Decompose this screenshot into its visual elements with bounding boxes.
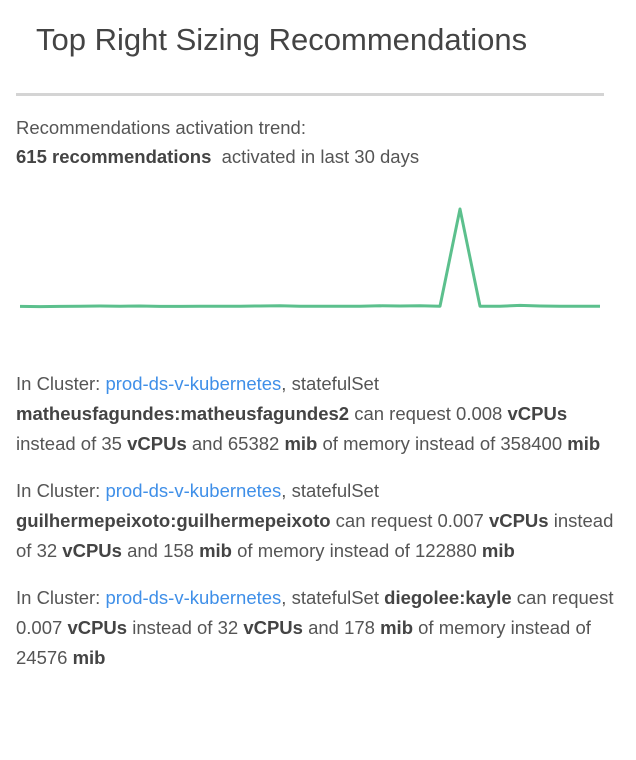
unit: vCPUs xyxy=(127,433,187,454)
rec-text: of memory instead of 24576 xyxy=(16,617,591,668)
rec-text: of memory instead of 122880 xyxy=(231,540,482,561)
rec-prefix: In Cluster: xyxy=(16,587,106,608)
unit: mib xyxy=(199,540,232,561)
unit: mib xyxy=(567,433,601,454)
page-title: Top Right Sizing Recommendations xyxy=(36,22,528,57)
unit: mib xyxy=(380,617,413,638)
rec-kind: , statefulSet xyxy=(281,373,379,394)
rec-text: and 178 xyxy=(302,617,381,638)
activation-trend-sparkline xyxy=(19,207,600,309)
rec-text: instead of 32 xyxy=(127,617,244,638)
unit: vCPUs xyxy=(488,510,549,531)
cluster-link[interactable]: prod-ds-v-kubernetes xyxy=(105,480,282,501)
divider xyxy=(16,93,604,96)
workload-name: guilhermepeixoto:guilhermepeixoto xyxy=(16,510,331,531)
cluster-link[interactable]: prod-ds-v-kubernetes xyxy=(105,373,282,394)
unit: mib xyxy=(481,540,515,561)
trend-suffix: activated in last 30 days xyxy=(221,146,420,167)
workload-name: diegolee:kayle xyxy=(384,587,512,608)
unit: vCPUs xyxy=(243,617,303,638)
recommendation-item: In Cluster: prod-ds-v-kubernetes, statef… xyxy=(16,476,628,566)
rec-text: and 65382 xyxy=(186,433,285,454)
rec-text: can request 0.007 xyxy=(16,587,614,638)
rec-text: of memory instead of 358400 xyxy=(317,433,568,454)
cluster-link[interactable]: prod-ds-v-kubernetes xyxy=(105,587,282,608)
trend-label: Recommendations activation trend: xyxy=(16,117,306,138)
unit: vCPUs xyxy=(62,540,122,561)
sparkline-series xyxy=(19,207,600,309)
rec-kind: , statefulSet xyxy=(281,587,385,608)
rec-kind: , statefulSet xyxy=(281,480,379,501)
recommendation-item: In Cluster: prod-ds-v-kubernetes, statef… xyxy=(16,583,628,673)
recommendation-item: In Cluster: prod-ds-v-kubernetes, statef… xyxy=(16,369,628,459)
trend-summary: Recommendations activation trend: 615 re… xyxy=(16,113,419,171)
recommendations-list: In Cluster: prod-ds-v-kubernetes, statef… xyxy=(16,369,628,690)
rec-text: can request 0.008 xyxy=(349,403,508,424)
workload-name: matheusfagundes:matheusfagundes2 xyxy=(16,403,350,424)
recommendation-count: 615 recommendations xyxy=(16,146,212,167)
unit: mib xyxy=(284,433,318,454)
rec-text: instead of 35 xyxy=(16,433,128,454)
rec-prefix: In Cluster: xyxy=(16,480,106,501)
rec-text: can request 0.007 xyxy=(330,510,489,531)
rec-text: and 158 xyxy=(121,540,200,561)
rec-text: instead of 32 xyxy=(16,510,614,561)
unit: mib xyxy=(72,647,106,668)
rec-prefix: In Cluster: xyxy=(16,373,106,394)
unit: vCPUs xyxy=(507,403,568,424)
unit: vCPUs xyxy=(67,617,128,638)
